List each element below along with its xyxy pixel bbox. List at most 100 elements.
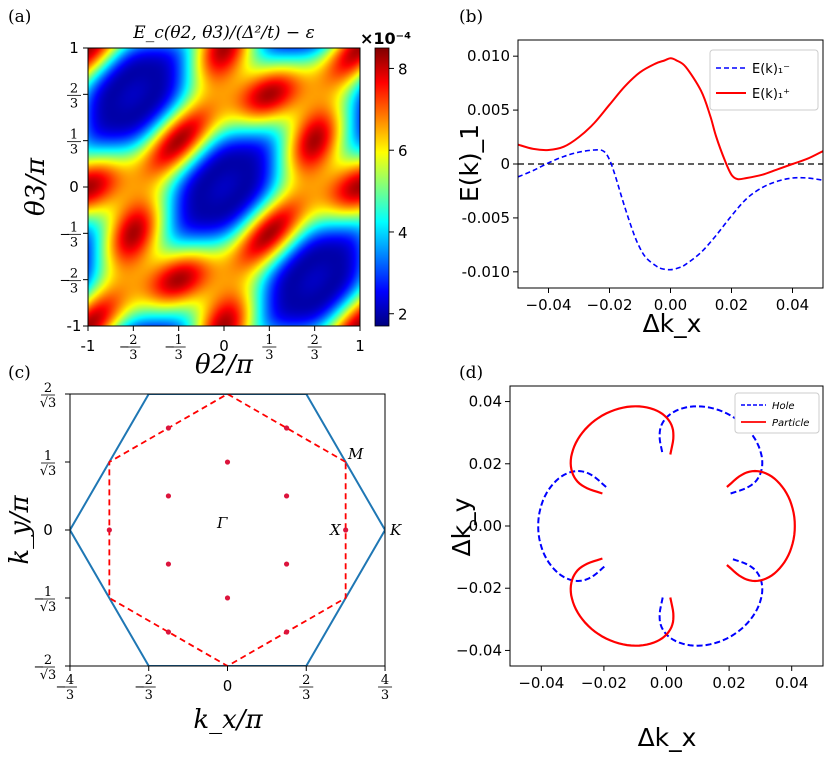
d-ytick-label-3: 0.02 [469, 455, 502, 473]
lattice-point-6 [106, 527, 112, 533]
a-xtick-label-6: 1 [355, 337, 365, 355]
tick-numerator: 2 [129, 333, 137, 348]
particle-contour [569, 405, 796, 647]
a-xtick-label-0: -1 [81, 337, 96, 355]
panel-d-fermi-contours: (d) −0.04 −0.02 0.00 0.02 0.04 −0.04 −0.02 0.00… [447, 363, 824, 752]
c-ytick-label-text: 0 [43, 521, 53, 539]
tick-denominator: 3 [129, 348, 137, 363]
a-xtick-label-2: −13 [164, 333, 186, 363]
panel-b-xlabel: Δk_x [643, 309, 702, 338]
tick-sign: − [60, 227, 71, 242]
panel-c-label: (c) [8, 363, 31, 383]
tick-denominator: √3 [40, 600, 57, 615]
a-ytick-label-1: −23 [60, 267, 81, 297]
panel-b-label: (b) [459, 7, 483, 27]
tick-numerator: 2 [70, 267, 78, 282]
tick-numerator: 1 [175, 333, 183, 348]
a-xtick-label-5: 23 [307, 333, 322, 363]
d-xtick-label-1: −0.02 [581, 674, 627, 692]
tick-numerator: 2 [44, 381, 52, 396]
a-xtick-label-4: 13 [262, 333, 277, 363]
a-ytick-label-2: −13 [60, 220, 81, 250]
tick-numerator: 1 [70, 220, 78, 235]
c-xtick-label-0: −43 [56, 673, 77, 703]
tick-sign: − [60, 274, 71, 289]
panel-d-legend: Hole Particle [734, 392, 820, 434]
a-ytick-label-4: 13 [67, 128, 81, 158]
colorbar-scale-label: ×10⁻⁴ [360, 29, 411, 48]
b-ytick-label-0: -0.010 [462, 263, 510, 281]
c-xtick-label-3: 23 [299, 673, 314, 703]
a-xtick-label-text: 0 [219, 337, 229, 355]
point-label-k: K [389, 521, 402, 539]
tick-numerator: 1 [70, 128, 78, 143]
d-ytick-label-4: 0.04 [469, 393, 502, 411]
colorbar-tick-label-0: 2 [398, 306, 408, 324]
d-ytick-label-1: −0.02 [456, 579, 502, 597]
tick-sign: − [34, 660, 45, 675]
c-ytick-label-2: 0 [43, 521, 53, 539]
a-ytick-label-text: 0 [69, 178, 79, 196]
tick-numerator: 2 [44, 653, 52, 668]
legend-label-minus: E(k)₁⁻ [752, 62, 790, 77]
d-ytick-label-2: 0.00 [469, 517, 502, 535]
a-ytick-label-3: 0 [69, 178, 79, 196]
panel-a-heatmap: (a) E_c(θ2, θ3)/(Δ²/t) − ε -1−23− 130 1323… [8, 7, 411, 380]
panel-c-ylabel: k_y/π [5, 494, 35, 564]
series-line-e-plus [518, 57, 823, 181]
d-ytick-label-0: −0.04 [456, 641, 502, 659]
tick-sign: − [34, 592, 45, 607]
tick-denominator: 3 [302, 688, 310, 703]
tick-denominator: 3 [381, 688, 389, 703]
panel-d-label: (d) [459, 363, 483, 383]
tick-numerator: 1 [44, 585, 52, 600]
c-ytick-label-4: 2√3 [40, 381, 57, 411]
panel-d-ylabel: Δk_y [447, 497, 476, 556]
series-line-e-minus [518, 149, 823, 271]
b-ytick-label-2: 0 [500, 155, 510, 173]
tick-numerator: 2 [302, 673, 310, 688]
a-xtick-label-3: 0 [219, 337, 229, 355]
a-ytick-label-6: 1 [69, 39, 79, 57]
d-xtick-label-2: 0.00 [650, 674, 683, 692]
c-ytick-label-0: −2√3 [34, 653, 57, 683]
tick-denominator: 3 [311, 348, 319, 363]
colorbar-tick-label-3: 8 [398, 60, 408, 78]
heatmap-image [88, 48, 360, 326]
lattice-point-0 [224, 459, 231, 465]
tick-denominator: 3 [265, 348, 273, 363]
legend-box [709, 49, 819, 111]
tick-sign: − [164, 340, 175, 355]
tick-denominator: 3 [70, 235, 78, 250]
tick-denominator: 3 [175, 348, 183, 363]
point-label-x: X [329, 521, 342, 539]
lattice-point-3 [283, 493, 290, 499]
tick-sign: − [56, 680, 67, 695]
tick-denominator: √3 [40, 396, 57, 411]
lattice-point-5 [283, 561, 290, 567]
b-ytick-label-1: -0.005 [462, 209, 510, 227]
tick-denominator: 3 [145, 688, 153, 703]
d-xtick-label-3: 0.02 [712, 674, 745, 692]
c-ytick-label-3: 1√3 [40, 449, 57, 479]
tick-denominator: 3 [66, 688, 74, 703]
legend-label-hole: Hole [772, 401, 795, 412]
tick-denominator: √3 [40, 668, 57, 683]
legend-label-plus: E(k)₁⁺ [752, 87, 790, 102]
d-xtick-label-4: 0.04 [775, 674, 808, 692]
colorbar-ticks: 2 4 6 8 [389, 60, 408, 324]
b-ytick-label-4: 0.010 [467, 47, 510, 65]
c-xtick-label-4: 43 [378, 673, 393, 703]
tick-numerator: 4 [381, 673, 389, 688]
d-xtick-label-0: −0.04 [518, 674, 564, 692]
a-xtick-label-text: -1 [81, 337, 96, 355]
a-xtick-label-text: 1 [355, 337, 365, 355]
tick-numerator: 1 [265, 333, 273, 348]
lattice-point-2 [165, 493, 172, 499]
inner-hexagon [108, 394, 347, 666]
panel-d-xlabel: Δk_x [638, 723, 697, 752]
panel-a-ylabel: θ3/π [21, 157, 51, 216]
